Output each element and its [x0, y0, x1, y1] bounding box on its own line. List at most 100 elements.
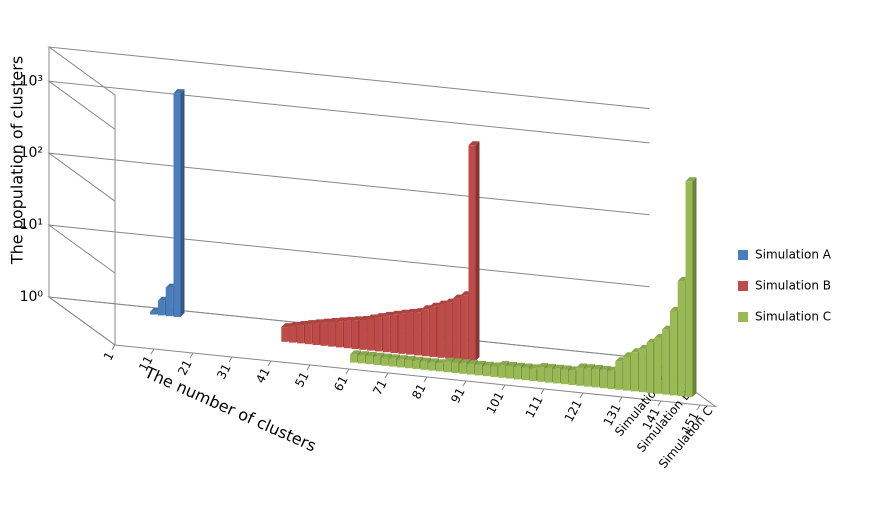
y-tick-label: 10³: [20, 73, 43, 89]
bar-top: [312, 319, 324, 324]
bar-top: [685, 177, 697, 182]
bar-top: [320, 318, 332, 323]
bar: [406, 312, 414, 355]
legend-label: Simulation A: [755, 248, 832, 262]
bar: [537, 367, 545, 382]
bar: [343, 320, 351, 349]
bar-top: [382, 311, 394, 316]
x-tick: [306, 364, 311, 371]
bar: [373, 356, 381, 365]
bar: [584, 368, 592, 387]
bar: [552, 368, 560, 384]
bar: [413, 312, 421, 356]
bar-top: [350, 350, 362, 355]
bar: [428, 362, 436, 371]
bar: [685, 181, 693, 397]
legend-label: Simulation B: [755, 279, 831, 293]
bar: [623, 356, 631, 391]
x-tick: [228, 356, 233, 363]
bar-top: [599, 365, 611, 370]
bar: [289, 326, 297, 343]
bar-top: [529, 364, 541, 369]
bar-top: [490, 362, 502, 367]
grid-line: [47, 224, 650, 288]
y-tick-label: 10¹: [20, 217, 43, 233]
x-tick-label: 81: [409, 381, 429, 401]
legend-swatch: [738, 250, 748, 260]
bar: [677, 281, 685, 397]
bar: [591, 369, 599, 388]
bar: [482, 365, 490, 377]
y-tick-label: 10⁰: [20, 289, 44, 305]
bar: [560, 369, 568, 385]
bar-top: [429, 302, 441, 307]
grid-line: [47, 152, 650, 216]
bar: [374, 317, 382, 352]
bar-top: [459, 359, 471, 364]
x-tick-label: 91: [448, 385, 468, 405]
bar: [381, 357, 389, 366]
bar-top: [467, 360, 479, 365]
bar: [443, 361, 451, 373]
x-tick: [501, 384, 506, 391]
bar-top: [365, 352, 377, 357]
x-tick: [150, 348, 155, 355]
bar-top: [328, 317, 340, 322]
bar: [459, 363, 467, 374]
y-axis-title: The population of clusters: [8, 56, 27, 265]
bar: [157, 300, 165, 316]
bar: [350, 354, 358, 363]
bar: [521, 367, 529, 381]
bar: [437, 304, 445, 358]
bar: [359, 319, 367, 350]
bar: [646, 342, 654, 393]
bar: [173, 93, 181, 317]
bar: [638, 348, 646, 393]
bar-top: [396, 355, 408, 360]
bar-top: [591, 365, 603, 370]
x-tick-label: 111: [523, 393, 546, 420]
bar-top: [289, 322, 301, 327]
x-tick: [267, 360, 272, 367]
legend-swatch: [738, 281, 748, 291]
x-tick-label: 101: [484, 389, 507, 416]
x-tick-label: 1: [101, 349, 117, 362]
bar: [513, 366, 521, 380]
bar-top: [373, 352, 385, 357]
bar: [490, 366, 498, 377]
bar: [281, 327, 289, 342]
x-tick: [189, 352, 194, 359]
bar: [296, 325, 304, 344]
x-tick: [657, 400, 662, 407]
bar-top: [560, 365, 572, 370]
x-tick-label: 121: [562, 397, 585, 424]
x-tick-label: 51: [292, 369, 312, 389]
bar-top: [406, 308, 418, 313]
bar-top: [506, 361, 518, 366]
bar-top: [421, 305, 433, 310]
bar-top: [443, 357, 455, 362]
x-tick-label: 61: [331, 373, 351, 393]
bar: [468, 145, 476, 361]
legend-swatch: [738, 312, 748, 322]
bar-top: [513, 362, 525, 367]
bar-top: [537, 363, 549, 368]
bar: [357, 355, 365, 364]
bar: [451, 362, 459, 373]
bar-top: [374, 313, 386, 318]
bar-top: [398, 309, 410, 314]
bar-top: [552, 364, 564, 369]
bar: [474, 364, 482, 376]
bar-top: [428, 358, 440, 363]
bar-top: [296, 321, 308, 326]
bar-top: [389, 354, 401, 359]
bar-top: [474, 360, 486, 365]
bar: [404, 360, 412, 369]
bar: [599, 369, 607, 389]
x-tick: [384, 372, 389, 379]
bar: [382, 315, 390, 353]
bar-top: [357, 351, 369, 356]
wall-edge: [47, 46, 718, 408]
bar-top: [437, 300, 449, 305]
